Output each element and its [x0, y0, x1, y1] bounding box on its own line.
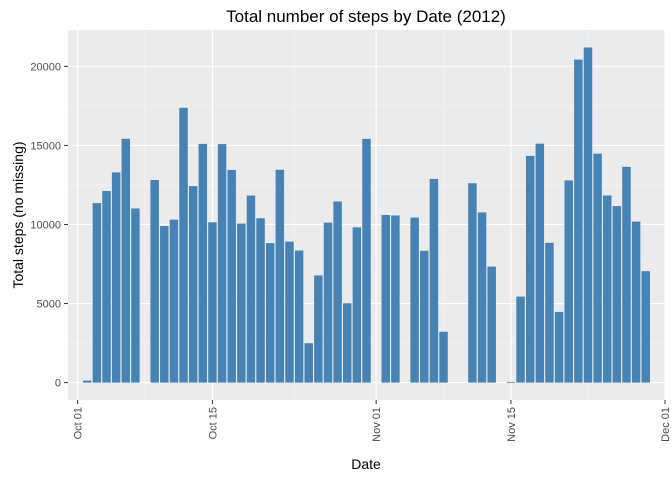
- bar-2012-11-23: [583, 47, 593, 383]
- bar-2012-10-11: [169, 219, 179, 383]
- bar-2012-10-23: [285, 241, 294, 383]
- bar-2012-11-18: [535, 143, 545, 383]
- y-tick-label: 15000: [30, 140, 61, 152]
- bar-2012-10-09: [150, 180, 159, 383]
- y-tick-label: 5000: [37, 299, 61, 311]
- bar-2012-11-05: [410, 217, 419, 383]
- bar-2012-10-06: [121, 138, 131, 383]
- x-tick-label: Nov 15: [506, 407, 518, 442]
- bar-2012-11-28: [631, 221, 641, 383]
- bar-2012-10-19: [246, 195, 256, 383]
- bar-2012-10-30: [352, 227, 362, 383]
- x-tick-label: Oct 01: [73, 407, 85, 439]
- bar-2012-10-28: [333, 201, 342, 383]
- bars: [83, 47, 650, 383]
- bar-2012-10-18: [237, 223, 246, 383]
- bar-2012-11-24: [593, 153, 602, 383]
- bar-2012-10-22: [275, 169, 285, 383]
- bar-2012-11-25: [602, 195, 612, 383]
- bar-2012-10-20: [256, 218, 265, 383]
- y-tick-label: 10000: [30, 219, 61, 231]
- bar-2012-11-19: [545, 242, 554, 383]
- bar-2012-11-22: [574, 59, 583, 383]
- bar-2012-11-29: [641, 271, 650, 383]
- bar-2012-10-12: [179, 107, 188, 383]
- bar-2012-11-11: [468, 183, 477, 383]
- y-axis: 0 5000 10000 15000 20000: [30, 61, 68, 390]
- bar-2012-10-07: [131, 208, 140, 383]
- bar-2012-11-21: [564, 180, 573, 383]
- bar-2012-11-06: [420, 250, 429, 383]
- bar-2012-11-20: [554, 311, 564, 383]
- bar-2012-10-24: [294, 250, 304, 383]
- bar-2012-10-05: [111, 172, 121, 383]
- bar-2012-11-07: [429, 178, 439, 383]
- bar-2012-10-31: [362, 138, 371, 383]
- bar-2012-11-02: [381, 215, 390, 383]
- bar-2012-10-26: [314, 275, 323, 383]
- bar-2012-10-17: [227, 169, 236, 383]
- x-axis: Oct 01 Oct 15 Nov 01 Nov 15 Dec 01: [73, 400, 672, 442]
- bar-2012-10-16: [217, 144, 227, 383]
- chart-title: Total number of steps by Date (2012): [226, 7, 506, 26]
- bar-2012-10-14: [198, 143, 208, 383]
- bar-2012-10-25: [304, 343, 313, 383]
- bar-2012-11-26: [612, 206, 622, 383]
- x-tick-label: Dec 01: [660, 407, 672, 442]
- bar-2012-11-13: [487, 266, 496, 383]
- bar-2012-11-15: [506, 381, 516, 383]
- bar-2012-10-03: [92, 203, 102, 383]
- y-tick-label: 20000: [30, 61, 61, 73]
- y-axis-label: Total steps (no missing): [10, 141, 26, 288]
- bar-2012-10-15: [208, 222, 217, 383]
- bar-2012-11-08: [439, 331, 448, 383]
- bar-2012-10-29: [343, 303, 352, 383]
- bar-2012-11-12: [477, 212, 487, 383]
- bar-2012-11-17: [525, 155, 535, 383]
- bar-2012-11-16: [516, 296, 525, 383]
- bar-2012-10-13: [188, 186, 198, 383]
- x-tick-label: Nov 01: [371, 407, 383, 442]
- bar-2012-11-03: [391, 215, 400, 383]
- bar-2012-10-10: [160, 226, 169, 383]
- bar-2012-10-02: [83, 380, 92, 383]
- bar-2012-11-27: [622, 166, 631, 383]
- bar-2012-10-21: [265, 243, 275, 383]
- bar-2012-10-27: [323, 222, 333, 383]
- bar-2012-10-04: [102, 191, 111, 383]
- x-tick-label: Oct 15: [207, 407, 219, 439]
- y-tick-label: 0: [55, 378, 61, 390]
- x-axis-label: Date: [351, 456, 381, 472]
